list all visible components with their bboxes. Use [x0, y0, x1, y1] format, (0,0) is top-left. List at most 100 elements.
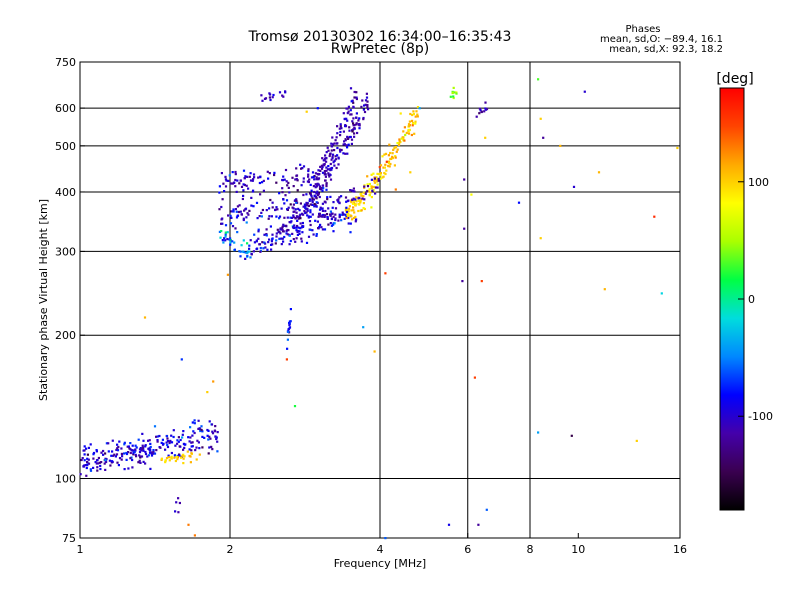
echo-point: [193, 431, 196, 435]
echo-point: [275, 239, 278, 242]
echo-point: [221, 217, 224, 220]
echo-point: [221, 222, 224, 225]
echo-point: [263, 241, 266, 244]
echo-point: [285, 180, 288, 183]
echo-point: [178, 501, 181, 505]
echo-point: [296, 219, 299, 222]
echo-point: [398, 140, 401, 143]
echo-point: [395, 150, 398, 153]
echo-point: [191, 421, 194, 424]
echo-point: [309, 211, 312, 214]
echo-point: [179, 438, 182, 442]
echo-point: [195, 458, 198, 461]
echo-point: [242, 169, 246, 172]
echo-point: [296, 230, 299, 233]
echo-point: [387, 160, 391, 163]
echo-point: [196, 439, 199, 442]
echo-point: [110, 460, 114, 463]
echo-point: [355, 196, 358, 199]
echo-point: [234, 170, 237, 174]
echo-point: [403, 126, 406, 129]
echo-point: [100, 461, 103, 464]
echo-point: [261, 99, 264, 102]
echo-point: [86, 453, 89, 456]
echo-point: [477, 523, 480, 526]
x-tick-label: 4: [377, 543, 384, 556]
echo-point: [373, 181, 376, 184]
y-tick-label: 100: [55, 473, 76, 486]
echo-point: [281, 237, 284, 240]
echo-point: [412, 122, 415, 125]
echo-point: [286, 208, 289, 211]
echo-point: [285, 358, 288, 361]
echo-point: [242, 217, 245, 220]
echo-point: [349, 109, 352, 112]
echo-point: [347, 212, 350, 215]
echo-point: [318, 212, 321, 215]
echo-point: [358, 117, 361, 120]
echo-point: [287, 181, 290, 184]
echo-point: [370, 173, 373, 176]
echo-point: [263, 233, 266, 236]
echo-point: [190, 452, 193, 455]
echo-point: [300, 240, 303, 243]
echo-point: [92, 453, 95, 456]
echo-point: [218, 208, 221, 211]
echo-point: [537, 431, 540, 434]
echo-point: [296, 233, 299, 236]
echo-point: [243, 209, 246, 212]
echo-point: [180, 358, 183, 361]
echo-point: [328, 173, 331, 176]
echo-point: [385, 169, 388, 172]
echo-point: [156, 440, 159, 443]
echo-point: [245, 221, 248, 224]
echo-point: [282, 175, 285, 178]
echo-point: [236, 214, 239, 217]
echo-point: [141, 432, 144, 435]
echo-point: [361, 99, 364, 102]
echo-point: [283, 178, 286, 181]
echo-point: [337, 156, 340, 159]
echo-point: [216, 431, 219, 434]
echo-point: [201, 435, 204, 438]
echo-point: [356, 131, 359, 135]
echo-point: [103, 462, 106, 465]
echo-point: [156, 439, 159, 442]
echo-point: [348, 126, 351, 129]
echo-point: [289, 216, 292, 219]
echo-point: [324, 175, 327, 178]
echo-point: [392, 148, 395, 151]
echo-point: [117, 464, 120, 467]
echo-point: [332, 215, 335, 218]
echo-point: [234, 185, 237, 188]
echo-point: [317, 215, 320, 218]
echo-point: [363, 198, 366, 201]
echo-point: [243, 177, 246, 180]
echo-point: [104, 458, 107, 462]
echo-point: [398, 142, 401, 145]
echo-point: [257, 228, 260, 231]
echo-point: [260, 211, 263, 214]
echo-point: [329, 210, 332, 213]
echo-point: [224, 185, 228, 188]
x-tick-label: 1: [77, 543, 84, 556]
echo-point: [250, 252, 253, 255]
echo-point: [300, 167, 303, 170]
y-tick-label: 200: [55, 329, 76, 342]
echo-point: [394, 155, 397, 158]
echo-point: [175, 455, 178, 458]
echo-point: [402, 130, 405, 133]
y-tick-label: 75: [62, 532, 76, 545]
echo-point: [281, 187, 284, 190]
echo-point: [158, 434, 161, 438]
echo-point: [345, 200, 348, 203]
echo-point: [303, 210, 306, 213]
echo-point: [485, 508, 488, 511]
echo-point: [278, 237, 281, 240]
echo-point: [270, 240, 273, 243]
echo-point: [276, 208, 279, 211]
echo-point: [357, 209, 360, 213]
echo-point: [218, 230, 221, 233]
echo-point: [147, 447, 150, 450]
echo-point: [334, 217, 337, 220]
